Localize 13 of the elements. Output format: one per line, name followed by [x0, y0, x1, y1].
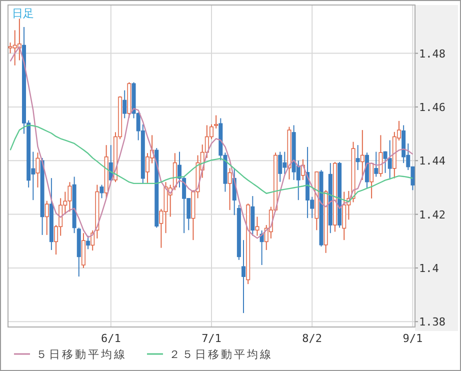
- y-tick-label: 1.42: [419, 208, 446, 222]
- y-tick-label: 1.48: [419, 47, 446, 60]
- legend-label: ５日移動平均線: [36, 348, 127, 361]
- y-tick-label: 1.44: [419, 154, 446, 168]
- chart-title: 日足: [12, 7, 34, 20]
- y-tick-label: 1.4: [419, 262, 440, 275]
- x-tick-label: 6/1: [100, 332, 121, 345]
- y-tick-label: 1.46: [419, 100, 446, 114]
- x-tick-label: 9/1: [402, 332, 423, 345]
- legend-label: ２５日移動平均線: [169, 348, 273, 361]
- y-tick-label: 1.38: [419, 316, 446, 329]
- x-tick-label: 7/1: [202, 332, 222, 345]
- x-tick-label: 8/2: [302, 332, 322, 345]
